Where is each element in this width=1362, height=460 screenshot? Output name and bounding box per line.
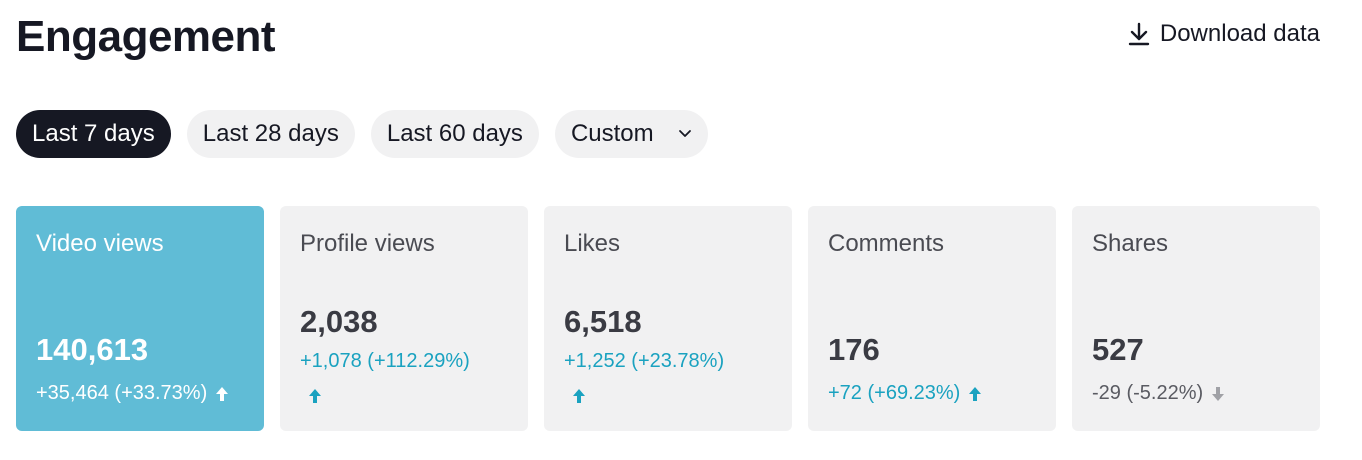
download-data-button[interactable]: Download data xyxy=(1128,20,1320,48)
filter-label: Custom xyxy=(570,120,654,147)
download-icon xyxy=(1128,22,1150,46)
metric-label: Likes xyxy=(564,230,621,257)
metric-label: Profile views xyxy=(300,230,435,257)
filter-label: Last 28 days xyxy=(202,120,339,147)
metric-delta-text: +35,464 (+33.73%) xyxy=(36,382,208,404)
arrow-up-icon xyxy=(573,389,585,403)
filter-custom-dropdown[interactable]: Custom xyxy=(554,110,708,158)
arrow-down-icon xyxy=(1212,386,1225,401)
filter-last-7-days[interactable]: Last 7 days xyxy=(16,110,171,158)
metric-cards: Video views 140,613 +35,464 (+33.73%) Pr… xyxy=(16,206,1320,431)
metric-delta: +35,464 (+33.73%) xyxy=(36,382,229,405)
page-title: Engagement xyxy=(16,12,276,61)
metric-label: Comments xyxy=(828,230,945,257)
metric-delta-text: +1,078 (+112.29%) xyxy=(300,350,470,372)
metric-delta-text: -29 (-5.22%) xyxy=(1092,382,1204,404)
filter-last-28-days[interactable]: Last 28 days xyxy=(186,110,355,158)
date-range-filters: Last 7 days Last 28 days Last 60 days Cu… xyxy=(16,110,708,158)
metric-delta: +1,252 (+23.78%) xyxy=(564,350,724,373)
download-data-label: Download data xyxy=(1159,20,1320,47)
metric-delta: +1,078 (+112.29%) xyxy=(300,350,470,373)
metric-delta: +72 (+69.23%) xyxy=(828,382,982,405)
metric-card-likes[interactable]: Likes 6,518 +1,252 (+23.78%) xyxy=(544,206,792,431)
arrow-up-icon xyxy=(969,386,982,401)
metric-value: 176 xyxy=(828,332,880,367)
filter-last-60-days[interactable]: Last 60 days xyxy=(370,110,539,158)
metric-label: Video views xyxy=(36,230,164,257)
metric-card-profile-views[interactable]: Profile views 2,038 +1,078 (+112.29%) xyxy=(280,206,528,431)
metric-value: 6,518 xyxy=(564,304,642,339)
metric-card-video-views[interactable]: Video views 140,613 +35,464 (+33.73%) xyxy=(16,206,264,431)
filter-label: Last 7 days xyxy=(32,120,155,147)
metric-value: 2,038 xyxy=(300,304,378,339)
metric-card-comments[interactable]: Comments 176 +72 (+69.23%) xyxy=(808,206,1056,431)
arrow-up-icon xyxy=(216,386,229,401)
metric-label: Shares xyxy=(1092,230,1169,257)
metric-value: 527 xyxy=(1092,332,1144,367)
metric-delta-text: +1,252 (+23.78%) xyxy=(564,350,725,372)
metric-card-shares[interactable]: Shares 527 -29 (-5.22%) xyxy=(1072,206,1320,431)
metric-delta-text: +72 (+69.23%) xyxy=(828,382,961,404)
arrow-up-icon xyxy=(309,389,321,403)
filter-label: Last 60 days xyxy=(386,120,523,147)
metric-delta: -29 (-5.22%) xyxy=(1092,382,1225,405)
metric-value: 140,613 xyxy=(36,332,149,367)
chevron-down-icon xyxy=(678,130,691,137)
